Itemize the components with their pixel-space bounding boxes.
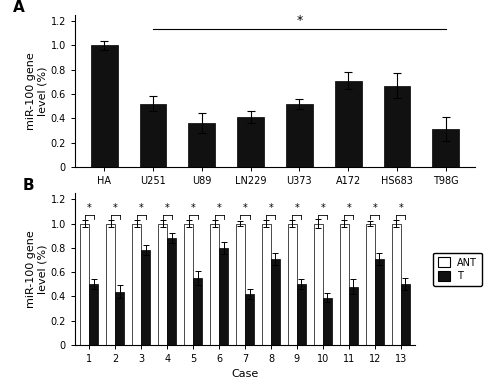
Bar bbox=[375, 259, 384, 345]
Bar bbox=[219, 248, 228, 345]
Bar bbox=[392, 224, 400, 345]
Bar bbox=[80, 224, 90, 345]
Bar bbox=[90, 284, 98, 345]
Bar bbox=[288, 224, 297, 345]
Bar bbox=[323, 298, 332, 345]
Y-axis label: miR-100 gene
level (%): miR-100 gene level (%) bbox=[26, 230, 48, 308]
Bar bbox=[432, 129, 459, 167]
Bar bbox=[140, 104, 166, 167]
Bar bbox=[167, 238, 176, 345]
Bar bbox=[141, 250, 150, 345]
Text: *: * bbox=[87, 203, 92, 213]
Bar bbox=[340, 224, 349, 345]
Bar bbox=[184, 224, 193, 345]
Bar bbox=[193, 278, 202, 345]
Text: *: * bbox=[268, 203, 274, 213]
Bar bbox=[158, 224, 167, 345]
Bar bbox=[297, 284, 306, 345]
Bar bbox=[91, 45, 118, 167]
Bar bbox=[366, 224, 375, 345]
Text: *: * bbox=[296, 14, 302, 27]
Bar bbox=[106, 224, 115, 345]
Text: *: * bbox=[320, 203, 325, 213]
Bar bbox=[132, 224, 141, 345]
Bar bbox=[335, 81, 361, 167]
Bar bbox=[115, 291, 124, 345]
Legend: ANT, T: ANT, T bbox=[433, 252, 482, 286]
Text: A: A bbox=[13, 0, 24, 15]
Text: *: * bbox=[346, 203, 351, 213]
Bar bbox=[400, 284, 410, 345]
Text: *: * bbox=[372, 203, 377, 213]
Text: *: * bbox=[165, 203, 170, 213]
Text: *: * bbox=[398, 203, 403, 213]
Bar bbox=[349, 287, 358, 345]
X-axis label: Case: Case bbox=[232, 370, 258, 379]
Text: *: * bbox=[294, 203, 300, 213]
Text: *: * bbox=[139, 203, 143, 213]
Text: *: * bbox=[242, 203, 248, 213]
Bar bbox=[271, 259, 280, 345]
Text: *: * bbox=[113, 203, 117, 213]
Bar bbox=[236, 224, 245, 345]
Bar bbox=[237, 117, 264, 167]
Bar bbox=[245, 294, 254, 345]
Bar bbox=[262, 224, 271, 345]
Text: B: B bbox=[22, 178, 34, 193]
Bar bbox=[188, 123, 215, 167]
Bar bbox=[210, 224, 219, 345]
Bar bbox=[286, 104, 313, 167]
Text: *: * bbox=[190, 203, 196, 213]
Y-axis label: miR-100 gene
level (%): miR-100 gene level (%) bbox=[26, 52, 48, 130]
Bar bbox=[314, 224, 323, 345]
Bar bbox=[384, 86, 410, 167]
Text: *: * bbox=[216, 203, 222, 213]
